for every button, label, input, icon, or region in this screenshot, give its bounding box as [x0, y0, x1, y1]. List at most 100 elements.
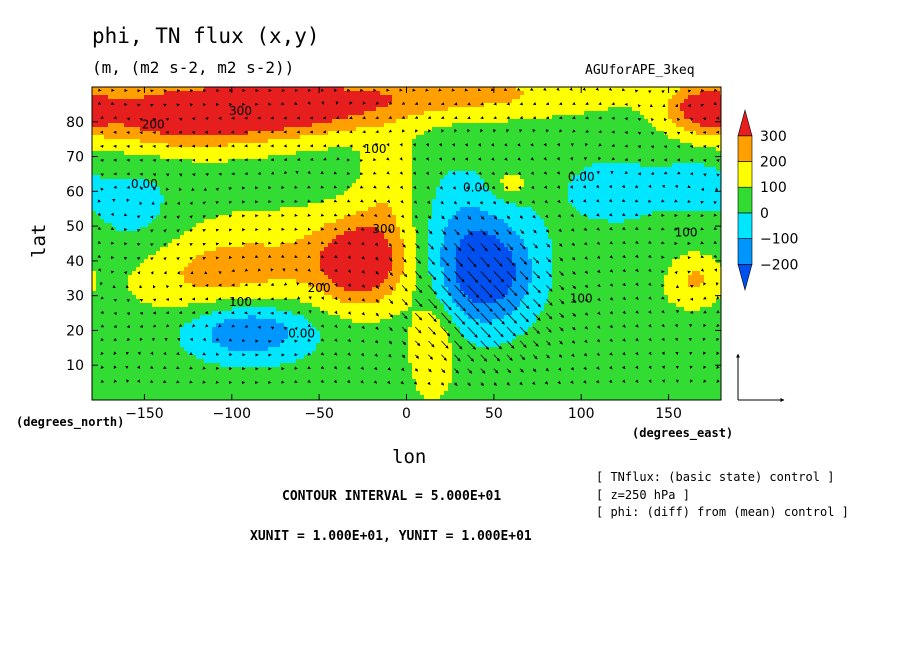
field-cell	[176, 131, 181, 136]
field-cell	[264, 95, 269, 100]
field-cell	[280, 315, 285, 320]
field-cell	[148, 291, 153, 296]
field-cell	[116, 259, 121, 264]
field-cell	[344, 147, 349, 152]
field-cell	[316, 351, 321, 356]
field-cell	[264, 255, 269, 260]
field-cell	[96, 139, 101, 144]
field-cell	[256, 159, 261, 164]
field-cell	[176, 219, 181, 224]
field-cell	[296, 219, 301, 224]
field-cell	[336, 315, 341, 320]
field-cell	[184, 207, 189, 212]
field-cell	[340, 95, 345, 100]
field-cell	[256, 391, 261, 396]
field-cell	[308, 123, 313, 128]
field-cell	[268, 335, 273, 340]
field-cell	[316, 347, 321, 352]
field-cell	[204, 383, 209, 388]
field-cell	[280, 311, 285, 316]
field-cell	[188, 391, 193, 396]
field-cell	[104, 375, 109, 380]
field-cell	[200, 335, 205, 340]
field-cell	[208, 387, 213, 392]
field-cell	[108, 143, 113, 148]
field-cell	[212, 183, 217, 188]
field-cell	[168, 291, 173, 296]
field-cell	[232, 159, 237, 164]
field-cell	[256, 343, 261, 348]
field-cell	[280, 295, 285, 300]
field-cell	[336, 307, 341, 312]
field-cell	[156, 211, 161, 216]
field-cell	[92, 279, 97, 284]
field-cell	[268, 355, 273, 360]
field-cell	[156, 183, 161, 188]
field-cell	[128, 355, 133, 360]
field-cell	[156, 279, 161, 284]
field-cell	[268, 99, 273, 104]
field-cell	[240, 383, 245, 388]
field-cell	[220, 251, 225, 256]
field-cell	[332, 395, 337, 400]
field-cell	[272, 235, 277, 240]
field-cell	[124, 335, 129, 340]
field-cell	[220, 287, 225, 292]
field-cell	[128, 387, 133, 392]
field-cell	[288, 111, 293, 116]
field-cell	[216, 239, 221, 244]
field-cell	[344, 151, 349, 156]
field-cell	[92, 207, 97, 212]
field-cell	[300, 327, 305, 332]
field-cell	[180, 255, 185, 260]
field-cell	[244, 363, 249, 368]
field-cell	[248, 135, 253, 140]
field-cell	[124, 379, 129, 384]
field-cell	[340, 287, 345, 292]
field-cell	[224, 395, 229, 400]
field-cell	[180, 171, 185, 176]
field-cell	[236, 139, 241, 144]
field-cell	[192, 359, 197, 364]
field-cell	[292, 367, 297, 372]
field-cell	[236, 327, 241, 332]
field-cell	[176, 123, 181, 128]
field-cell	[136, 303, 141, 308]
field-cell	[108, 135, 113, 140]
field-cell	[124, 227, 129, 232]
field-cell	[180, 163, 185, 168]
field-cell	[280, 239, 285, 244]
field-cell	[316, 287, 321, 292]
field-cell	[252, 383, 257, 388]
field-cell	[240, 207, 245, 212]
field-cell	[232, 271, 237, 276]
field-cell	[220, 123, 225, 128]
field-cell	[120, 167, 125, 172]
field-cell	[232, 247, 237, 252]
field-cell	[116, 203, 121, 208]
field-cell	[260, 195, 265, 200]
field-cell	[224, 127, 229, 132]
field-cell	[216, 199, 221, 204]
field-cell	[180, 395, 185, 400]
field-cell	[100, 323, 105, 328]
field-cell	[284, 247, 289, 252]
field-cell	[168, 191, 173, 196]
field-cell	[224, 183, 229, 188]
field-cell	[340, 111, 345, 116]
field-cell	[216, 91, 221, 96]
field-cell	[180, 183, 185, 188]
field-cell	[284, 199, 289, 204]
field-cell	[256, 251, 261, 256]
field-cell	[336, 391, 341, 396]
field-cell	[100, 171, 105, 176]
field-cell	[336, 99, 341, 104]
field-cell	[104, 263, 109, 268]
field-cell	[224, 211, 229, 216]
field-cell	[272, 199, 277, 204]
field-cell	[248, 107, 253, 112]
field-cell	[264, 87, 269, 92]
field-cell	[288, 231, 293, 236]
field-cell	[172, 231, 177, 236]
field-cell	[340, 143, 345, 148]
